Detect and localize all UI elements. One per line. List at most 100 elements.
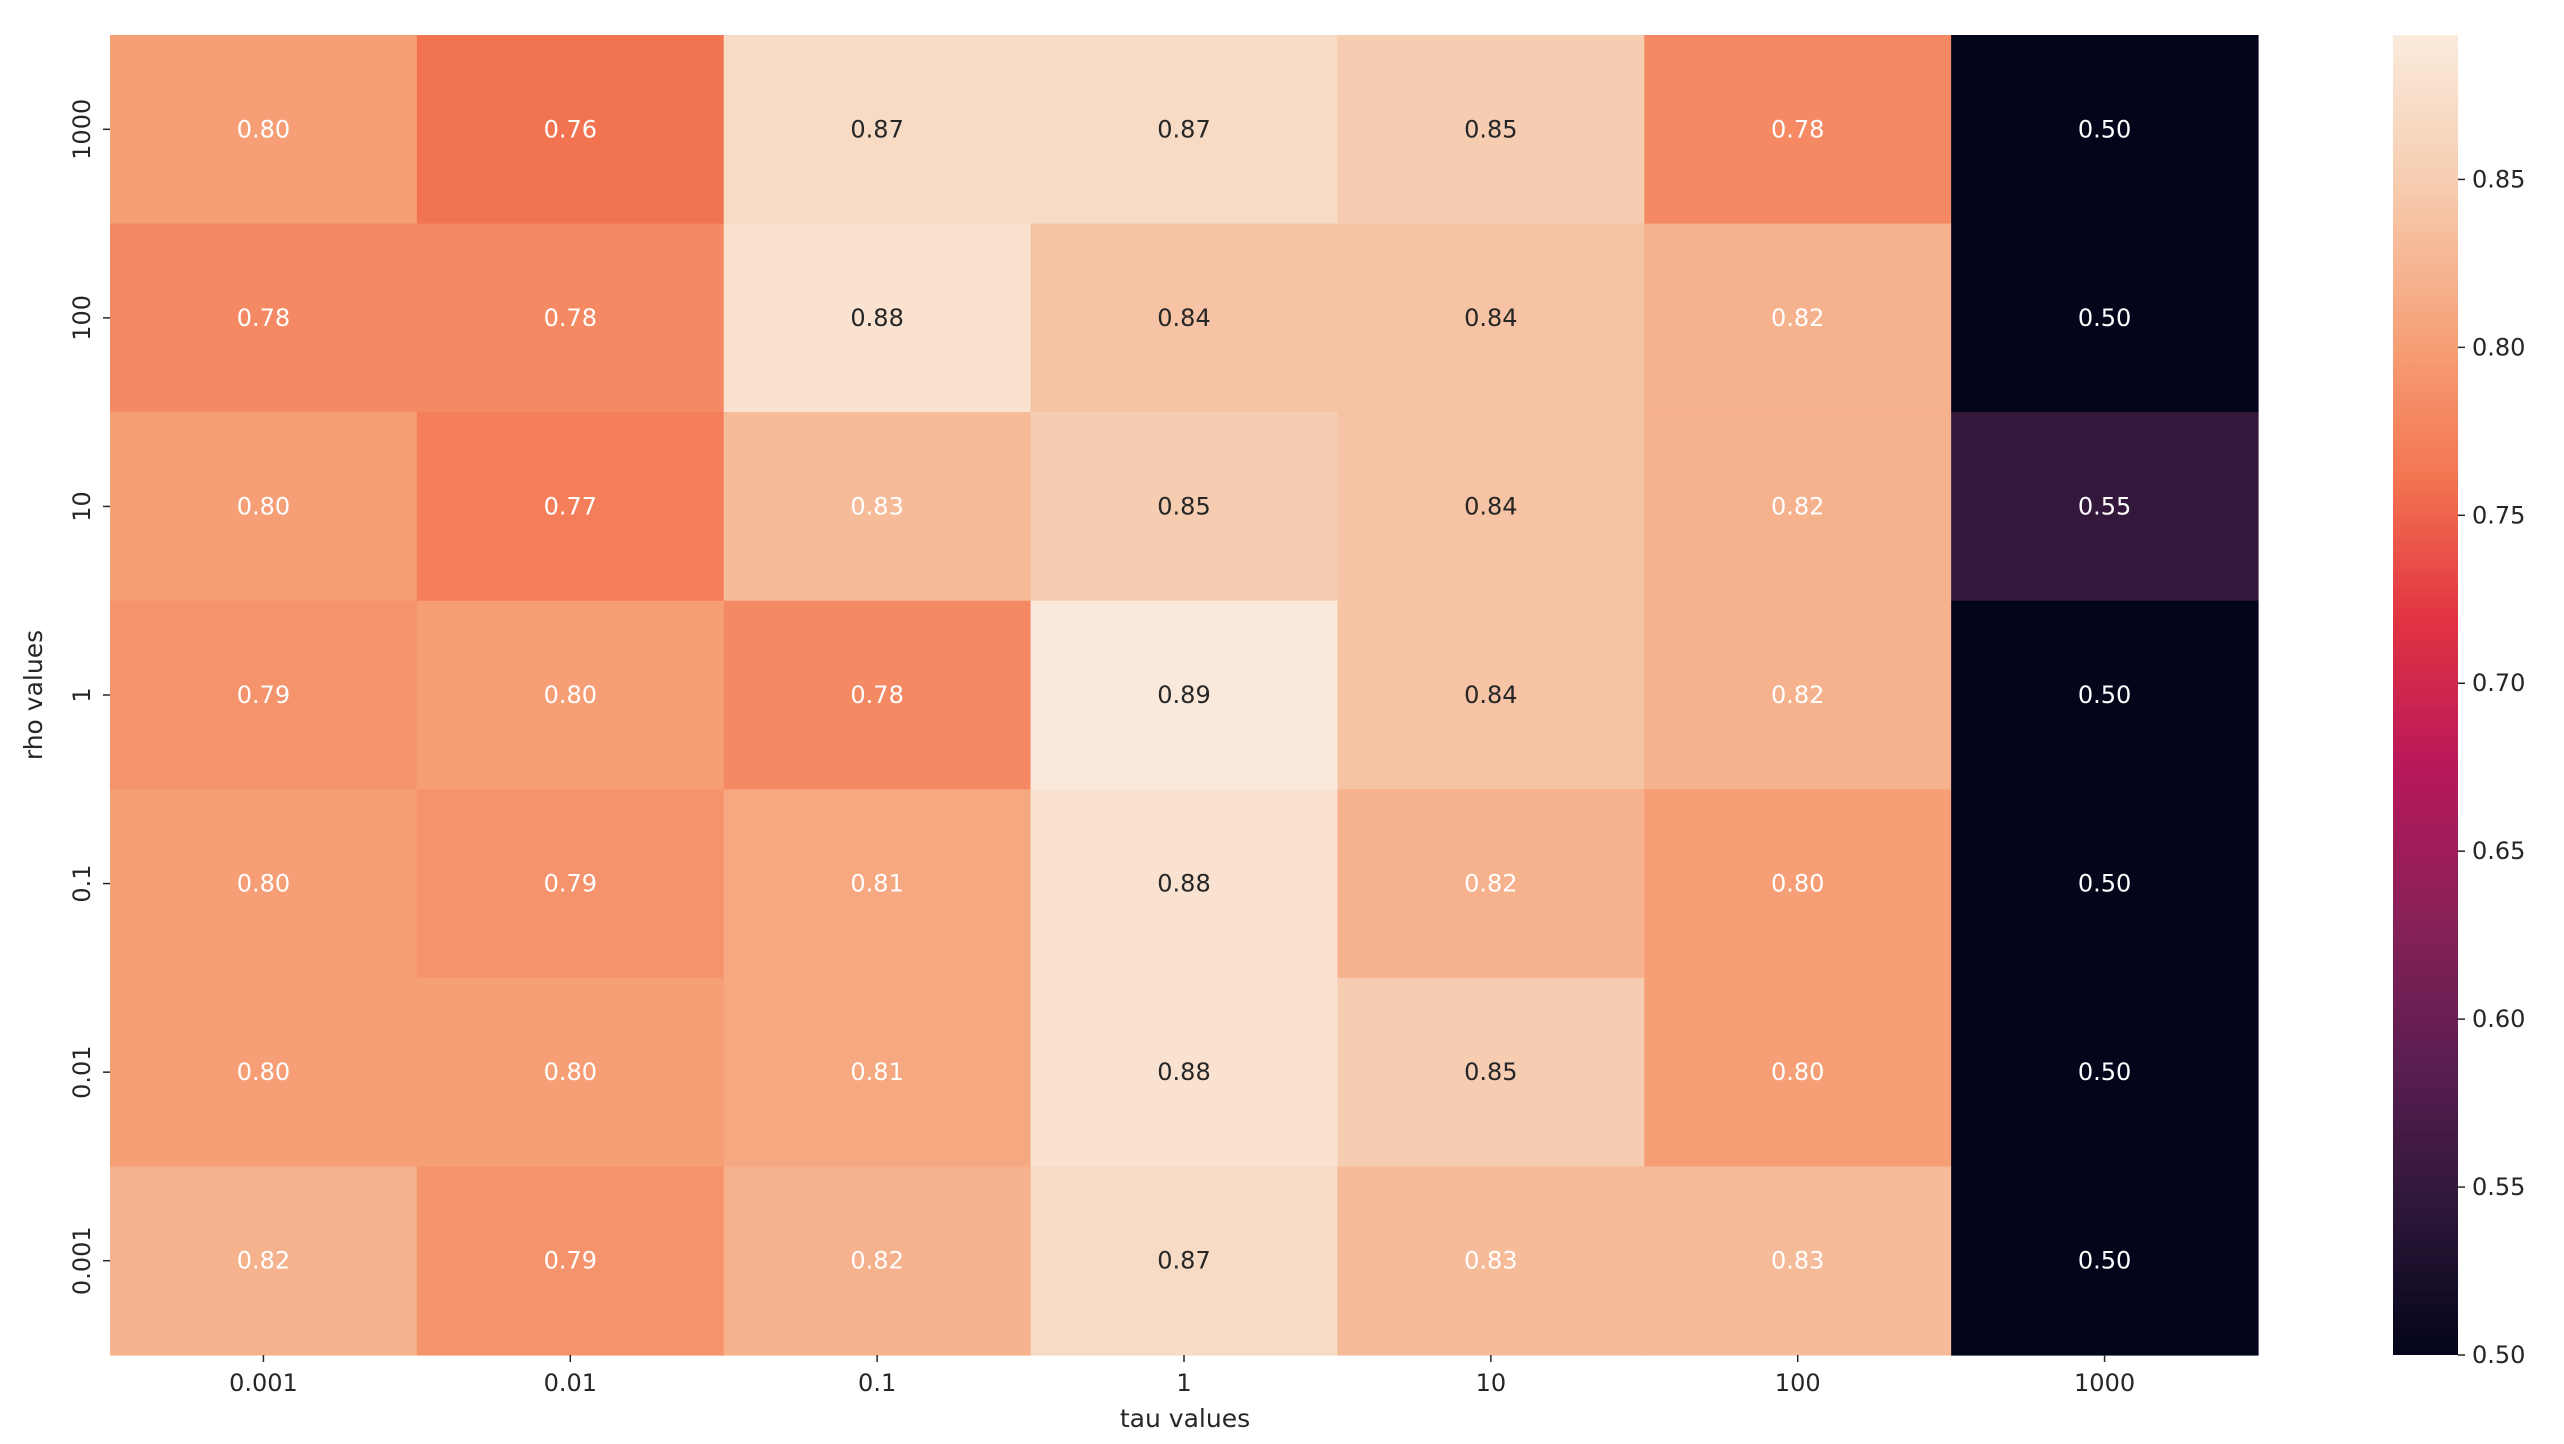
colorbar: 0.50 0.55 0.60 0.65 0.70 0.75 0.80 0.85 bbox=[2393, 35, 2525, 1369]
colorbar-tick-label: 0.60 bbox=[2472, 1005, 2525, 1033]
heatmap-cell bbox=[416, 600, 725, 790]
heatmap-cell bbox=[110, 223, 418, 413]
heatmap-cell bbox=[110, 600, 418, 790]
heatmap-cell-label: 0.55 bbox=[2078, 492, 2131, 520]
heatmap-cell bbox=[1030, 600, 1339, 790]
heatmap-cell-label: 0.83 bbox=[1771, 1247, 1824, 1275]
colorbar-tick-label: 0.70 bbox=[2472, 669, 2525, 697]
heatmap-cell-label: 0.78 bbox=[850, 681, 903, 709]
y-tick-label: 10 bbox=[68, 491, 96, 522]
x-tick-label: 0.01 bbox=[544, 1369, 597, 1397]
heatmap-cell bbox=[416, 789, 725, 979]
heatmap-cell bbox=[1644, 412, 1952, 602]
heatmap-cell-label: 0.79 bbox=[237, 681, 290, 709]
heatmap-cell-label: 0.81 bbox=[850, 870, 903, 898]
heatmap-cell-label: 0.80 bbox=[237, 1058, 290, 1086]
x-tick-label: 0.1 bbox=[858, 1369, 896, 1397]
y-tick-label: 0.01 bbox=[68, 1045, 96, 1098]
heatmap-cell-label: 0.50 bbox=[2078, 870, 2131, 898]
x-axis-title: tau values bbox=[1120, 1404, 1250, 1433]
heatmap-cell bbox=[110, 977, 418, 1168]
y-tick-label: 100 bbox=[68, 295, 96, 341]
colorbar-tick-label: 0.55 bbox=[2472, 1173, 2525, 1201]
heatmap-cell bbox=[416, 35, 725, 225]
heatmap-cell-label: 0.88 bbox=[1157, 870, 1210, 898]
heatmap-cell-label: 0.85 bbox=[1464, 1058, 1517, 1086]
heatmap-cell-label: 0.87 bbox=[850, 115, 903, 143]
y-tick-label: 0.001 bbox=[68, 1226, 96, 1295]
heatmap-cell bbox=[110, 789, 418, 979]
heatmap-cell bbox=[723, 1166, 1032, 1356]
y-tick-label: 0.1 bbox=[68, 864, 96, 902]
heatmap-cell bbox=[110, 35, 418, 225]
heatmap-cell-label: 0.80 bbox=[544, 1058, 597, 1086]
colorbar-gradient bbox=[2393, 35, 2458, 1355]
heatmap-cell-label: 0.87 bbox=[1157, 1247, 1210, 1275]
colorbar-tick-label: 0.80 bbox=[2472, 333, 2525, 361]
heatmap-cell bbox=[723, 223, 1032, 413]
heatmap-cell bbox=[1951, 789, 2259, 979]
heatmap-cell-label: 0.80 bbox=[237, 492, 290, 520]
heatmap-cell-label: 0.50 bbox=[2078, 115, 2131, 143]
colorbar-tick-label: 0.75 bbox=[2472, 501, 2525, 529]
heatmap-cell bbox=[110, 412, 418, 602]
y-tick-label: 1 bbox=[68, 687, 96, 702]
heatmap-cell bbox=[1951, 977, 2259, 1168]
heatmap-cell bbox=[1951, 35, 2259, 225]
heatmap-cell bbox=[723, 412, 1032, 602]
heatmap-cell-label: 0.82 bbox=[1771, 304, 1824, 332]
heatmap-cell bbox=[1951, 1166, 2259, 1356]
heatmap-cell bbox=[1337, 789, 1645, 979]
heatmap-cell bbox=[1337, 600, 1645, 790]
heatmap-cell bbox=[723, 600, 1032, 790]
heatmap-cell-label: 0.81 bbox=[850, 1058, 903, 1086]
heatmap-cell bbox=[1337, 977, 1645, 1168]
heatmap-cell bbox=[416, 223, 725, 413]
x-tick-label: 0.001 bbox=[229, 1369, 298, 1397]
heatmap-cell-label: 0.80 bbox=[544, 681, 597, 709]
heatmap-cell-label: 0.76 bbox=[544, 115, 597, 143]
heatmap-cell-label: 0.78 bbox=[544, 304, 597, 332]
x-tick-label: 1 bbox=[1176, 1369, 1191, 1397]
heatmap-cell bbox=[723, 789, 1032, 979]
heatmap-cell-label: 0.50 bbox=[2078, 681, 2131, 709]
heatmap-cell-label: 0.82 bbox=[850, 1247, 903, 1275]
x-tick-label: 10 bbox=[1476, 1369, 1507, 1397]
y-axis: 1000 100 10 1 0.1 0.01 0.001 bbox=[68, 99, 110, 1295]
heatmap-cell-label: 0.84 bbox=[1464, 681, 1517, 709]
heatmap-cell-label: 0.87 bbox=[1157, 115, 1210, 143]
heatmap-cell-label: 0.80 bbox=[237, 870, 290, 898]
heatmap-cell-label: 0.88 bbox=[850, 304, 903, 332]
heatmap-cell bbox=[723, 35, 1032, 225]
heatmap-cell bbox=[1951, 412, 2259, 602]
heatmap-cell bbox=[1644, 35, 1952, 225]
heatmap-cell-labels: 0.80 0.76 0.87 0.87 0.85 0.78 0.50 0.78 0.78 0.88… bbox=[237, 115, 2132, 1274]
heatmap-cell-label: 0.80 bbox=[1771, 870, 1824, 898]
heatmap-cell-label: 0.85 bbox=[1464, 115, 1517, 143]
heatmap-cell-label: 0.80 bbox=[237, 115, 290, 143]
heatmap-cell bbox=[1030, 789, 1339, 979]
heatmap-cell-label: 0.82 bbox=[1464, 870, 1517, 898]
heatmap-cell bbox=[1030, 223, 1339, 413]
heatmap-cells bbox=[110, 35, 2259, 1356]
heatmap-cell bbox=[1030, 1166, 1339, 1356]
y-axis-title: rho values bbox=[19, 630, 48, 760]
heatmap-cell bbox=[110, 1166, 418, 1356]
heatmap-cell-label: 0.84 bbox=[1464, 304, 1517, 332]
x-tick-label: 100 bbox=[1775, 1369, 1821, 1397]
heatmap-cell bbox=[1951, 223, 2259, 413]
heatmap-cell-label: 0.78 bbox=[1771, 115, 1824, 143]
heatmap-cell-label: 0.83 bbox=[1464, 1247, 1517, 1275]
heatmap-cell bbox=[1030, 35, 1339, 225]
heatmap-cell bbox=[416, 1166, 725, 1356]
heatmap-cell-label: 0.88 bbox=[1157, 1058, 1210, 1086]
heatmap-cell bbox=[1337, 1166, 1645, 1356]
heatmap-cell bbox=[416, 412, 725, 602]
colorbar-tick-label: 0.50 bbox=[2472, 1341, 2525, 1369]
heatmap-cell bbox=[1644, 789, 1952, 979]
x-axis: 0.001 0.01 0.1 1 10 100 1000 bbox=[229, 1355, 2135, 1397]
heatmap-cell-label: 0.79 bbox=[544, 870, 597, 898]
heatmap-cell-label: 0.77 bbox=[544, 492, 597, 520]
